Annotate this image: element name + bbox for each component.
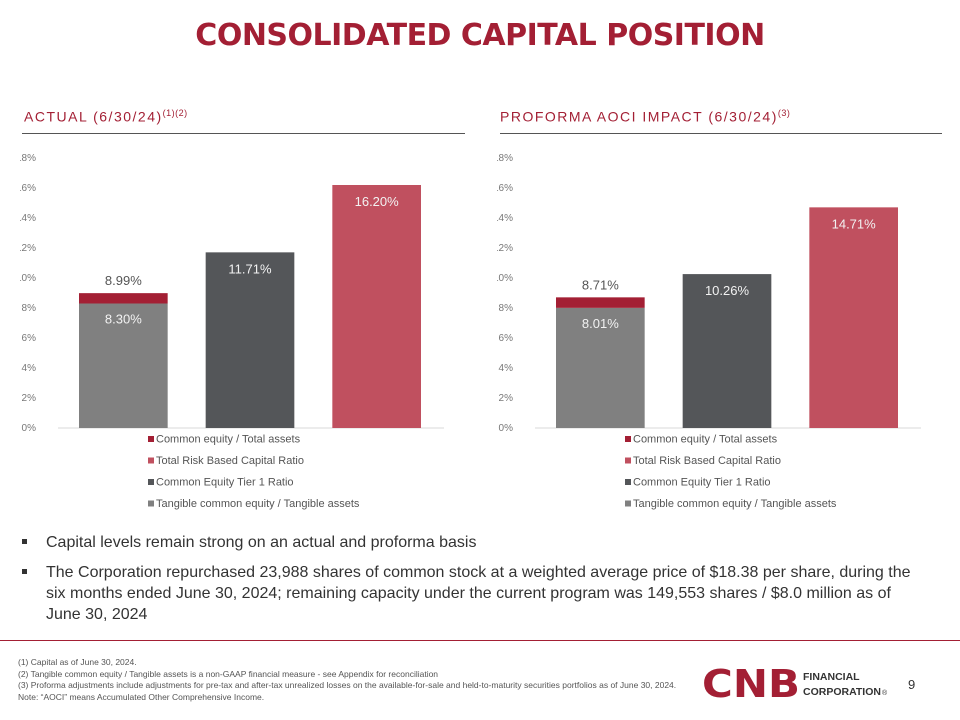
legend-swatch — [625, 500, 631, 507]
data-label: 8.01% — [582, 316, 619, 331]
legend-swatch — [625, 436, 631, 442]
bar-segment — [332, 185, 421, 428]
logo-registered: ® — [882, 689, 888, 697]
proforma-capital-chart: 0% 2% 4% 6% 8% 10% 12% 14% 16% 18% 8.01% 8.71% 10.26… — [497, 153, 921, 510]
legend-swatch — [148, 457, 154, 464]
bar-segment — [682, 274, 772, 428]
legend-swatch — [625, 479, 631, 485]
legend-label: Total Risk Based Capital Ratio — [156, 455, 304, 467]
proforma-heading-text: PROFORMA AOCI IMPACT (6/30/24) — [500, 108, 778, 125]
footnotes: (1) Capital as of June 30, 2024. (2) Tan… — [18, 657, 698, 703]
y-tick-label: 10% — [497, 273, 513, 284]
legend-label: Tangible common equity / Tangible assets — [156, 498, 360, 510]
actual-heading-footnote-ref: (1)(2) — [162, 108, 188, 118]
bar-segment — [79, 303, 168, 428]
bullet-marker — [22, 569, 27, 574]
legend-label: Total Risk Based Capital Ratio — [633, 455, 781, 467]
y-tick-label: 8% — [22, 303, 37, 314]
bullet-item: The Corporation repurchased 23,988 share… — [22, 562, 922, 625]
page-title: CONSOLIDATED CAPITAL POSITION — [195, 18, 765, 53]
legend-label: Common Equity Tier 1 Ratio — [633, 477, 771, 489]
footnote: (2) Tangible common equity / Tangible as… — [18, 668, 439, 679]
y-tick-label: 16% — [497, 183, 513, 194]
y-tick-label: 14% — [497, 213, 513, 224]
bar-segment — [809, 207, 898, 428]
y-tick-label: 16% — [20, 183, 36, 194]
data-label: 16.20% — [355, 194, 400, 209]
footnote: (1) Capital as of June 30, 2024. — [18, 657, 137, 667]
proforma-heading-footnote-ref: (3) — [777, 108, 791, 118]
legend-swatch — [625, 457, 631, 464]
logo-mark: CNB — [702, 662, 800, 702]
bar-segment — [556, 297, 645, 308]
legend-label: Common equity / Total assets — [633, 434, 778, 446]
bar-segment — [79, 293, 168, 304]
data-label: 8.30% — [105, 312, 142, 327]
y-tick-label: 18% — [20, 153, 36, 164]
bullet-list: Capital levels remain strong on an actua… — [22, 532, 922, 634]
legend-swatch — [148, 500, 154, 507]
data-label: 11.71% — [228, 261, 272, 276]
bar-segment — [556, 307, 645, 428]
y-tick-label: 14% — [20, 213, 36, 224]
legend-swatch — [148, 479, 154, 485]
y-tick-label: 2% — [499, 393, 514, 404]
data-label: 10.26% — [705, 283, 750, 298]
y-tick-label: 6% — [22, 333, 37, 344]
actual-section-rule — [22, 133, 465, 134]
actual-heading-text: ACTUAL (6/30/24) — [24, 108, 163, 125]
y-tick-label: 4% — [22, 363, 37, 374]
bar-segment — [205, 252, 295, 428]
actual-section-heading: ACTUAL (6/30/24)(1)(2) — [24, 108, 188, 125]
y-tick-label: 18% — [497, 153, 513, 164]
data-label: 8.71% — [582, 277, 619, 292]
footnote: (3) Proforma adjustments include adjustm… — [18, 680, 677, 702]
y-tick-label: 2% — [22, 393, 37, 404]
page-number: 9 — [908, 677, 916, 692]
bullet-text: Capital levels remain strong on an actua… — [46, 534, 477, 551]
y-tick-label: 10% — [20, 273, 36, 284]
y-tick-label: 8% — [499, 303, 514, 314]
proforma-section-heading: PROFORMA AOCI IMPACT (6/30/24)(3) — [500, 108, 790, 125]
cnb-logo: CNB FINANCIAL CORPORATION ® — [702, 662, 888, 702]
y-tick-label: 12% — [20, 243, 36, 254]
logo-line1: FINANCIAL — [803, 671, 860, 683]
data-label: 8.99% — [105, 273, 142, 288]
y-tick-label: 12% — [497, 243, 513, 254]
proforma-section-rule — [500, 133, 942, 134]
y-tick-label: 0% — [22, 423, 37, 434]
legend-label: Common equity / Total assets — [156, 434, 301, 446]
data-label: 14.71% — [832, 216, 877, 231]
bullet-marker — [22, 539, 27, 544]
y-tick-label: 4% — [499, 363, 514, 374]
y-tick-label: 0% — [499, 423, 514, 434]
actual-capital-chart: 0% 2% 4% 6% 8% 10% 12% 14% 16% 18% 8.30% 8.99% 11.71… — [20, 153, 444, 510]
legend-label: Common Equity Tier 1 Ratio — [156, 477, 294, 489]
bullet-item: Capital levels remain strong on an actua… — [22, 532, 922, 553]
logo-line2: CORPORATION — [803, 686, 881, 698]
footer-rule — [0, 640, 960, 641]
bullet-text: The Corporation repurchased 23,988 share… — [46, 564, 911, 623]
legend-label: Tangible common equity / Tangible assets — [633, 498, 837, 510]
legend-swatch — [148, 436, 154, 442]
y-tick-label: 6% — [499, 333, 514, 344]
